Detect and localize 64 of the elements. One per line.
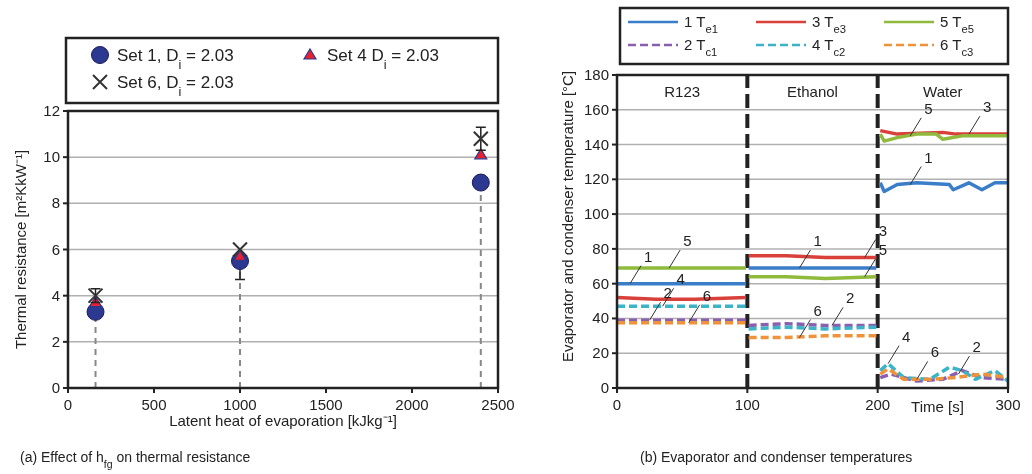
y-tick-label: 12: [43, 102, 60, 119]
annotation: 3: [982, 98, 992, 116]
y-tick-label: 8: [51, 194, 60, 212]
point: [471, 173, 490, 192]
legend-label: 1 T$_{e1}$: [684, 13, 718, 35]
legend-label: Set 1, D$_{i}$ = 2.03: [117, 46, 234, 72]
y-tick-label: 160: [583, 100, 609, 118]
annotation: 1: [644, 247, 653, 265]
annotation: Water: [923, 83, 963, 100]
annotation: R123: [664, 83, 701, 100]
y-tick-label: 60: [592, 274, 609, 292]
annotation: 2: [663, 284, 672, 302]
x-tick-label: 300: [995, 396, 1021, 413]
x-axis-title: Latent heat of evaporation [kJkg⁻¹]: [169, 412, 397, 429]
legend-label: Set 6, D$_{i}$ = 2.03: [117, 73, 234, 99]
legend-label: 6 T$_{c3}$: [940, 36, 974, 58]
annotation: 3: [878, 221, 887, 239]
y-tick-label: 0: [51, 379, 60, 396]
y-tick-label: 80: [592, 239, 609, 257]
annotation: 6: [813, 301, 822, 319]
annotation: Ethanol: [787, 83, 838, 100]
annotation: 5: [878, 240, 887, 258]
y-tick-label: 100: [583, 205, 609, 223]
annotation: 2: [846, 289, 855, 307]
x-tick-label: 1000: [223, 396, 257, 413]
annotation: 1: [813, 232, 822, 250]
text: (a) Effect of h$_{fg}$ on thermal resistance: [20, 449, 251, 470]
x-tick-label: 100: [734, 396, 760, 413]
x-tick-label: 2000: [395, 396, 429, 413]
legend-label: Set 4 D$_{i}$ = 2.03: [327, 46, 440, 72]
point: [233, 249, 247, 262]
y-tick-label: 0: [600, 379, 609, 396]
y-tick-label: 140: [583, 135, 609, 153]
point: [474, 148, 488, 160]
y-tick-label: 180: [583, 66, 609, 83]
x-tick-label: 500: [141, 396, 167, 413]
legend-label: 2 T$_{c1}$: [684, 36, 718, 58]
y-tick-label: 40: [592, 309, 609, 327]
x-tick-label: 0: [612, 396, 622, 413]
annotation: 2: [972, 338, 981, 356]
point: [472, 130, 489, 147]
annotation: 5: [924, 99, 933, 117]
legend-label: 4 T$_{c2}$: [812, 36, 846, 58]
y-axis-title: Evaporator and condenser temperature [°C]: [559, 70, 576, 363]
annotation: 6: [930, 343, 940, 361]
y-tick-label: 120: [583, 170, 609, 188]
y-tick-label: 20: [592, 344, 609, 362]
x-tick-label: 1500: [309, 396, 343, 413]
annotation: 5: [683, 232, 692, 250]
legend-label: 3 T$_{e3}$: [812, 13, 846, 35]
y-tick-label: 2: [51, 332, 60, 350]
y-tick-label: 4: [51, 286, 60, 304]
x-axis-title: Time [s]: [911, 398, 964, 415]
annotation: 1: [924, 148, 933, 166]
annotation: 4: [902, 327, 911, 345]
y-axis-title: Thermal resistance [m²KkW⁻¹]: [12, 149, 29, 350]
y-tick-label: 6: [51, 240, 60, 258]
x-tick-label: 2500: [481, 396, 515, 413]
x-tick-label: 0: [63, 396, 73, 413]
point: [232, 241, 248, 258]
y-tick-label: 10: [43, 148, 60, 166]
text: (b) Evaporator and condenser temperatures: [640, 449, 913, 465]
x-tick-label: 200: [865, 396, 891, 413]
legend-label: 5 T$_{e5}$: [940, 13, 974, 35]
